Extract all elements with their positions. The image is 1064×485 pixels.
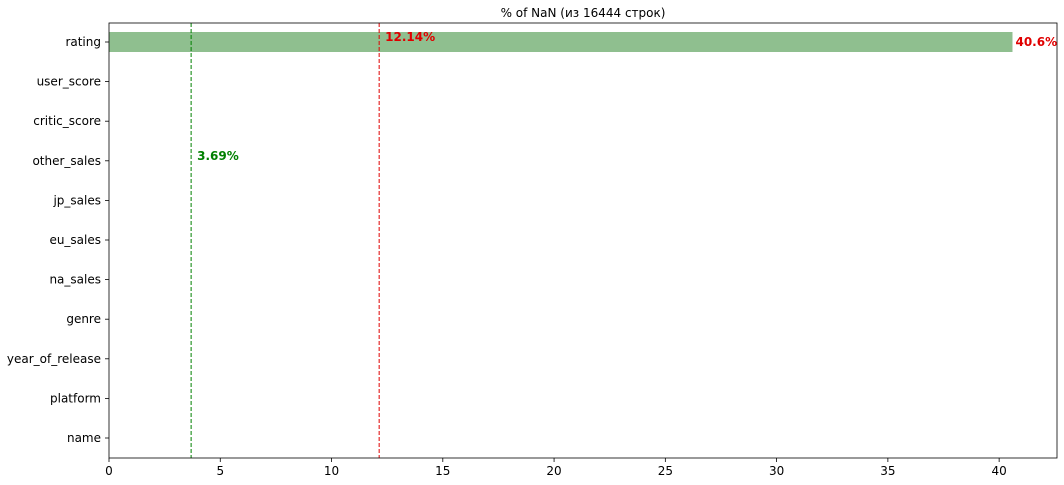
y-tick-label-rating: rating (65, 35, 101, 49)
y-tick-label-name: name (67, 431, 101, 445)
y-tick-label-year_of_release: year_of_release (7, 352, 101, 366)
y-tick-label-eu_sales: eu_sales (49, 233, 101, 247)
y-tick-label-na_sales: na_sales (49, 273, 101, 287)
reference-label-1: 12.14% (385, 30, 435, 44)
x-tick-label-10: 10 (324, 464, 339, 478)
bar-rating (109, 32, 1013, 52)
x-tick-label-20: 20 (546, 464, 561, 478)
x-tick-label-5: 5 (216, 464, 224, 478)
x-tick-label-25: 25 (658, 464, 673, 478)
y-tick-label-other_sales: other_sales (32, 154, 101, 168)
plot-area: name platform year_of_release genre na_sales… (7, 22, 1058, 478)
x-tick-label-40: 40 (992, 464, 1007, 478)
y-tick-label-genre: genre (66, 312, 101, 326)
plot-frame (108, 22, 1058, 459)
y-tick-label-critic_score: critic_score (33, 114, 101, 128)
y-tick-label-user_score: user_score (37, 75, 101, 89)
reference-label-0: 3.69% (197, 149, 239, 163)
x-tick-label-35: 35 (880, 464, 895, 478)
x-tick-label-30: 30 (769, 464, 784, 478)
y-tick-label-platform: platform (50, 391, 101, 405)
chart-title: % of NaN (из 16444 строк) (501, 6, 666, 20)
x-tick-label-0: 0 (105, 464, 113, 478)
bar-label-rating: 40.6% (1015, 35, 1057, 49)
y-tick-label-jp_sales: jp_sales (52, 193, 101, 207)
x-tick-label-15: 15 (435, 464, 450, 478)
